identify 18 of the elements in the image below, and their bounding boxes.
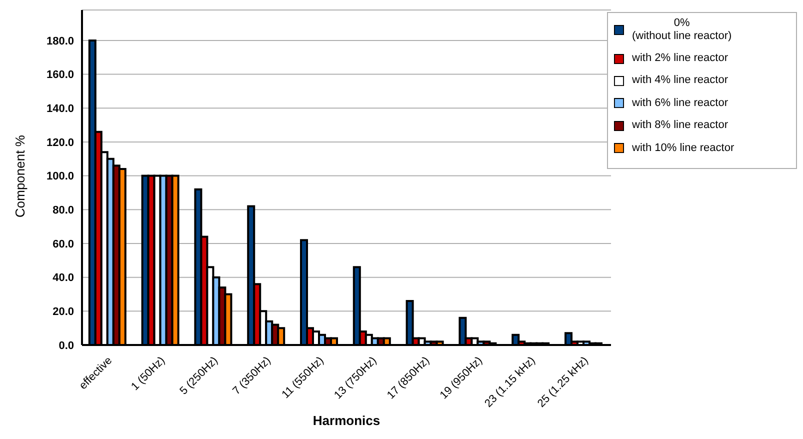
text: 0% (without line reactor) (632, 17, 732, 43)
x-axis-title: Harmonics (312, 413, 380, 428)
y-tick-label: 180.0 (46, 35, 74, 48)
legend-label: with 10% line reactor (632, 142, 734, 155)
y-tick-label: 40.0 (52, 272, 74, 284)
y-tick-label: 80.0 (52, 204, 74, 217)
y-tick-label: 0.0 (58, 340, 74, 352)
y-tick-label: 140.0 (46, 103, 74, 116)
y-tick-label: 100.0 (46, 170, 74, 183)
legend-label: with 8% line reactor (632, 119, 728, 132)
y-tick-label: 160.0 (46, 69, 74, 82)
legend-label: with 4% line reactor (632, 74, 728, 88)
y-tick-label: 120.0 (46, 136, 74, 149)
y-axis-title: Component % (12, 134, 28, 218)
legend-label: with 6% line reactor (632, 96, 728, 110)
y-tick-label: 20.0 (52, 306, 74, 318)
y-tick-label: 60.0 (52, 238, 74, 250)
legend-label: with 2% line reactor (632, 52, 728, 65)
